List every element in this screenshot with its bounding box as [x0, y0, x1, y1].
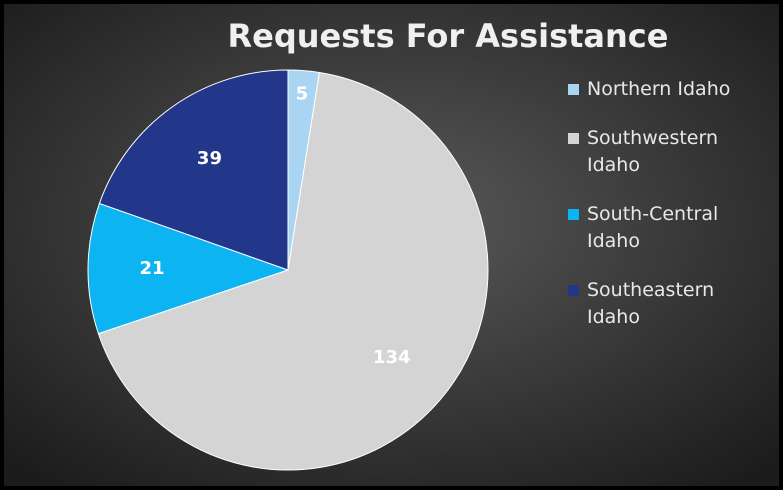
legend-label: Southwestern Idaho — [587, 127, 719, 176]
legend-swatch — [568, 209, 579, 220]
pie-slice — [87, 202, 290, 335]
legend-item: Southwestern Idaho — [568, 125, 768, 179]
pie-slice — [98, 69, 289, 271]
legend-item: Southeastern Idaho — [568, 277, 768, 331]
legend-swatch — [568, 285, 579, 296]
legend-swatch — [568, 84, 579, 95]
legend-label: Northern Idaho — [587, 78, 731, 100]
legend-label: South-Central Idaho — [587, 203, 719, 252]
data-label: 21 — [139, 258, 164, 279]
data-label: 134 — [373, 347, 411, 368]
pie: 5 134 21 39 — [87, 69, 489, 471]
legend-item: South-Central Idaho — [568, 201, 768, 255]
chart-title: Requests For Assistance — [228, 17, 669, 55]
pie-slice — [97, 71, 489, 471]
legend-swatch — [568, 133, 579, 144]
legend-item: Northern Idaho — [568, 76, 768, 103]
legend: Northern Idaho Southwestern Idaho South-Ce… — [568, 76, 768, 353]
data-label: 5 — [296, 84, 309, 105]
legend-label: Southeastern Idaho — [587, 279, 715, 328]
data-label: 39 — [197, 148, 222, 169]
